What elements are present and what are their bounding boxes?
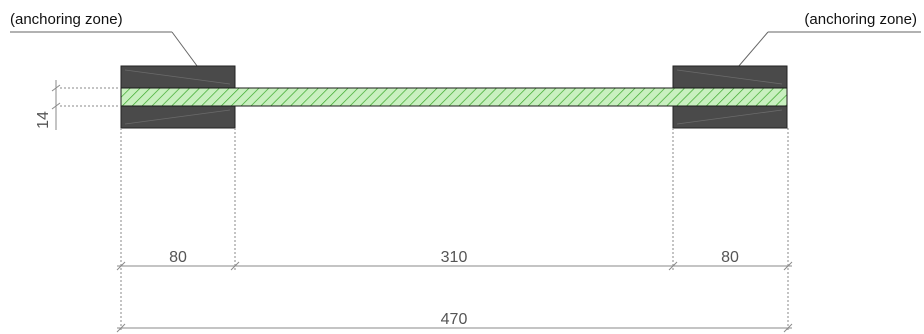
segment-dimension-line xyxy=(116,261,793,271)
left-anchoring-zone-label: (anchoring zone) xyxy=(10,11,123,28)
thickness-dimension xyxy=(51,80,121,130)
left-anchor-block xyxy=(120,65,236,129)
right-segment-label: 80 xyxy=(721,249,739,266)
extension-lines xyxy=(120,128,789,332)
thickness-label: 14 xyxy=(35,111,52,129)
total-length-label: 470 xyxy=(441,311,468,328)
total-dimension-line xyxy=(116,323,793,333)
right-anchoring-zone-label: (anchoring zone) xyxy=(804,11,917,28)
middle-segment-label: 310 xyxy=(441,249,468,266)
specimen-strip xyxy=(120,87,788,107)
left-segment-label: 80 xyxy=(169,249,187,266)
